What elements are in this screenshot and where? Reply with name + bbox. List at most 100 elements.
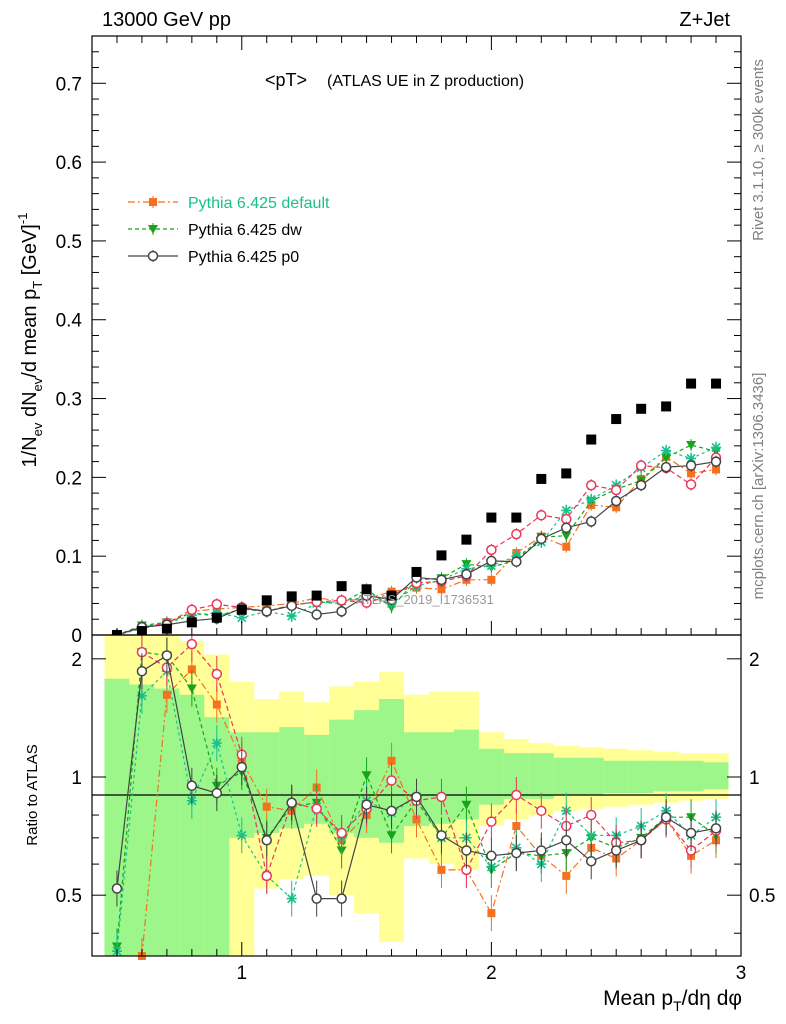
- main-point: [336, 606, 347, 617]
- ratio-point: [536, 845, 547, 856]
- ratio-point: [387, 756, 396, 765]
- main-series-line: [116, 461, 717, 636]
- atlas-point: [686, 378, 697, 389]
- main-point: [286, 600, 297, 612]
- y-tick-label: 0.3: [56, 390, 82, 411]
- main-point: [610, 495, 622, 507]
- ratio-point: [436, 791, 447, 803]
- x-tick-label: 2: [486, 963, 497, 984]
- main-point: [511, 528, 522, 540]
- atlas-point: [661, 401, 672, 412]
- main-point: [336, 595, 347, 606]
- ratio-tick-label-right: 2: [749, 650, 760, 671]
- ratio-point: [286, 893, 297, 904]
- atlas-point: [611, 414, 622, 425]
- mcplots-label: mcplots.cern.ch [arXiv:1306.3436]: [750, 373, 767, 600]
- ratio-point: [236, 830, 247, 841]
- atlas-point: [336, 581, 347, 592]
- main-series-line: [116, 457, 717, 636]
- main-point: [585, 480, 597, 491]
- atlas-point: [486, 512, 497, 523]
- ratio-point: [186, 684, 197, 694]
- ratio-band-inner: [578, 757, 604, 795]
- header-left: 13000 GeV pp: [102, 9, 231, 31]
- ratio-point: [211, 668, 223, 680]
- ratio-point: [436, 830, 447, 841]
- ratio-point: [511, 789, 522, 801]
- ratio-point: [111, 883, 123, 894]
- ratio-point: [585, 856, 597, 867]
- ratio-point: [211, 738, 222, 749]
- ratio-band-inner: [553, 757, 579, 795]
- ratio-band-inner: [154, 688, 180, 956]
- atlas-point: [561, 468, 572, 479]
- atlas-point: [386, 590, 397, 601]
- ratio-point: [386, 775, 397, 786]
- y-tick-label: 0.6: [56, 153, 82, 174]
- ratio-point: [411, 791, 422, 803]
- main-point: [561, 522, 572, 534]
- main-point: [686, 441, 697, 451]
- main-point: [686, 453, 697, 464]
- main-point: [710, 456, 722, 467]
- ratio-point: [635, 835, 647, 846]
- legend: Pythia 6.425 default Pythia 6.425 dw Pythi…: [128, 195, 330, 266]
- ratio-point: [136, 690, 147, 701]
- main-point: [612, 503, 621, 512]
- atlas-point: [461, 534, 472, 545]
- main-point: [311, 609, 322, 620]
- ratio-point: [336, 827, 347, 839]
- main-point: [685, 460, 697, 471]
- ratio-band-inner: [129, 684, 155, 956]
- legend-label: Pythia 6.425 default: [188, 195, 330, 212]
- main-point: [486, 555, 497, 567]
- y-tick-label: 0.4: [56, 311, 83, 332]
- ratio-point: [461, 800, 472, 810]
- ratio-series-layer: [111, 635, 722, 960]
- main-point: [436, 574, 447, 586]
- ratio-band-inner: [678, 760, 704, 792]
- y-tick-label: 0: [71, 626, 82, 647]
- ratio-point: [562, 871, 571, 880]
- main-point: [511, 556, 522, 567]
- ratio-point: [710, 823, 722, 834]
- main-point: [561, 505, 572, 516]
- ratio-point: [212, 700, 221, 709]
- main-point: [536, 533, 547, 545]
- main-series-1: [112, 450, 721, 639]
- ratio-point: [586, 830, 597, 841]
- ratio-point: [561, 835, 572, 846]
- ratio-tick-label-right: 0.5: [749, 886, 775, 907]
- ratio-band-inner: [329, 719, 355, 834]
- ratio-series-4: [111, 637, 722, 917]
- ratio-point: [511, 847, 522, 859]
- ratio-point: [186, 780, 198, 792]
- ratio-axis-label: Ratio to ATLAS: [24, 744, 41, 845]
- main-point: [536, 509, 547, 521]
- ratio-tick-label-right: 1: [749, 768, 760, 789]
- main-point: [660, 461, 672, 473]
- main-point: [712, 465, 721, 474]
- x-tick-label: 1: [236, 963, 247, 984]
- legend-marker: [147, 250, 159, 262]
- ratio-point: [162, 690, 171, 699]
- atlas-point: [186, 617, 197, 628]
- ratio-band-inner: [478, 748, 504, 805]
- y-tick-label: 0.2: [56, 468, 82, 489]
- ratio-tick-label: 2: [71, 650, 82, 671]
- ratio-point: [486, 850, 497, 862]
- ratio-point: [361, 799, 372, 810]
- plot-title-main: <pT>: [265, 70, 307, 90]
- x-axis-label: Mean pT/dη dφ: [603, 987, 742, 1014]
- main-point: [562, 542, 571, 551]
- ratio-point: [311, 803, 322, 815]
- legend-marker: [148, 225, 158, 234]
- main-point: [236, 612, 247, 623]
- main-point: [561, 531, 572, 541]
- main-point: [586, 494, 597, 505]
- axis-ticks: 0 0.1 0.2 0.3 0.4 0.5 0.6 0.7 0.5 0.5 1 1 2 2 1 2 3: [56, 36, 775, 984]
- legend-marker: [149, 198, 157, 206]
- atlas-point: [236, 604, 247, 615]
- ratio-point: [386, 831, 397, 841]
